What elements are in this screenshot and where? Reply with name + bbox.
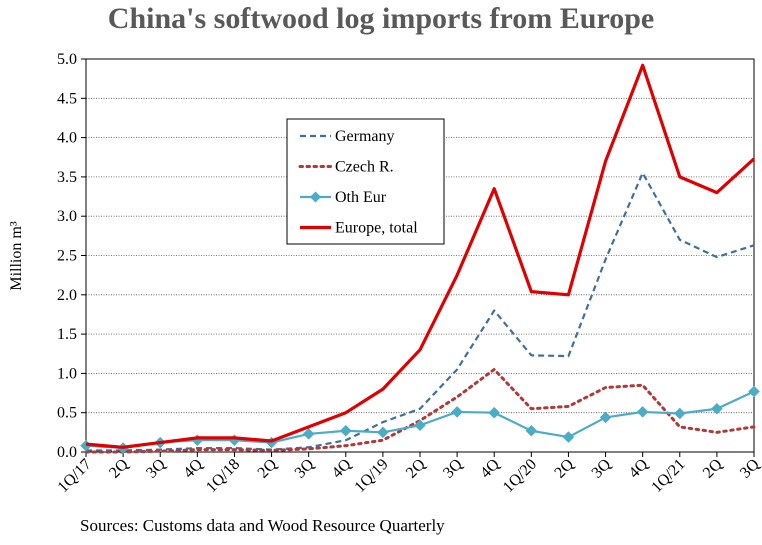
- data-point-marker: [339, 424, 352, 437]
- data-point-marker: [377, 426, 389, 439]
- x-tick-label: 3Q: [292, 455, 318, 481]
- y-tick-label: 2.5: [57, 248, 77, 265]
- y-tick-label: 0.5: [57, 405, 77, 422]
- y-tick-label: 4.5: [57, 90, 77, 107]
- series-lines: [80, 63, 760, 454]
- y-tick-label: 4.0: [57, 130, 77, 147]
- source-note: Sources: Customs data and Wood Resource …: [80, 516, 445, 535]
- data-point-marker: [525, 424, 538, 437]
- y-tick-label: 3.0: [57, 208, 77, 225]
- data-point-marker: [414, 419, 426, 432]
- legend-marker: [310, 191, 321, 203]
- x-tick-label: 3Q: [143, 455, 169, 481]
- x-tick-label: 4Q: [626, 455, 652, 481]
- series-line-3: [85, 63, 756, 449]
- x-tick-label: 1Q/18: [203, 456, 243, 496]
- y-tick-label: 1.0: [57, 365, 77, 382]
- x-tick-label: 4Q: [329, 455, 355, 481]
- x-tick-label: 2Q: [106, 455, 132, 481]
- data-point-marker: [562, 431, 575, 443]
- series-line-0: [86, 171, 755, 452]
- y-tick-label: 3.5: [57, 169, 77, 186]
- y-tick-label: 2.0: [57, 287, 77, 304]
- data-point-marker: [599, 411, 612, 424]
- x-tick-label: 3Q: [440, 455, 466, 481]
- chart-title: China's softwood log imports from Europe: [107, 2, 655, 35]
- x-tick-label: 3Q: [589, 455, 615, 481]
- data-point-marker: [673, 407, 686, 420]
- y-axis-label: Million m³: [8, 221, 25, 290]
- x-tick-label: 2Q: [403, 455, 429, 481]
- legend-label: Germany: [335, 128, 395, 145]
- data-point-marker: [636, 406, 649, 418]
- data-point-marker: [451, 406, 463, 418]
- legend-label: Europe, total: [335, 220, 418, 237]
- data-point-marker: [302, 428, 315, 440]
- x-tick-label: 4Q: [180, 455, 206, 481]
- x-tick-label: 1Q/19: [351, 456, 391, 496]
- x-tick-label: 2Q: [551, 455, 577, 481]
- data-point-marker: [711, 402, 723, 415]
- x-tick-label: 2Q: [255, 455, 281, 481]
- y-tick-label: 1.5: [57, 326, 77, 343]
- data-point-marker: [488, 406, 501, 419]
- y-tick-label: 5.0: [57, 51, 77, 68]
- legend-label: Czech R.: [335, 159, 394, 176]
- x-tick-label: 4Q: [477, 455, 503, 481]
- x-tick-label: 1Q/21: [648, 456, 688, 496]
- y-axis-ticks: 0.0 0.5 1.0 1.5 2.0 2.5 3.0 3.5 4.0 4.5 5.0: [57, 51, 86, 461]
- legend-label: Oth Eur: [335, 189, 387, 206]
- legend-box: [286, 118, 445, 245]
- data-point-marker: [748, 385, 760, 398]
- legend: Germany Czech R. Oth Eur Europe, total: [286, 118, 445, 245]
- x-tick-label: 3Q: [737, 455, 762, 481]
- x-tick-label: 2Q: [700, 455, 726, 481]
- y-tick-label: 0.0: [57, 444, 77, 461]
- x-tick-label: 1Q/20: [500, 456, 540, 496]
- x-tick-label: 1Q/17: [55, 456, 95, 496]
